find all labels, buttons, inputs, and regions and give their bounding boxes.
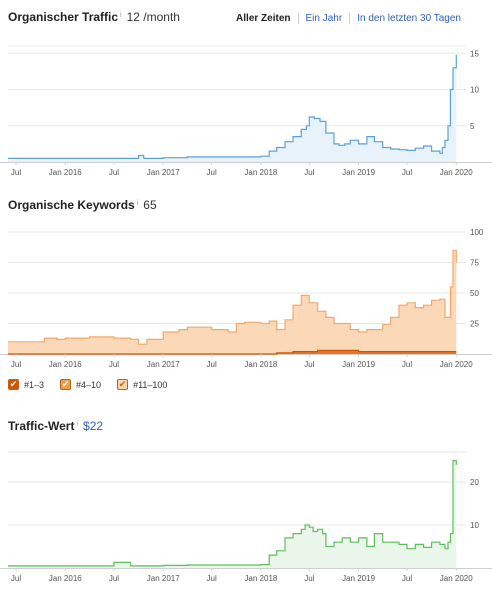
legend-item-4-10[interactable]: ✔ #4–10	[60, 379, 101, 390]
x-tick-label: Jan 2018	[244, 168, 277, 177]
x-tick-label: Jan 2018	[244, 574, 277, 583]
checkbox-icon[interactable]: ✔	[8, 379, 19, 390]
keywords-chart: 25 50 75 100 Jul Jan 2016 Jul Jan 2017 Jul Jan 20…	[0, 228, 492, 369]
keywords-value: 65	[143, 198, 157, 212]
legend-item-1-3[interactable]: ✔ #1–3	[8, 379, 44, 390]
x-tick-label: Jul	[304, 168, 314, 177]
x-tick-label: Jul	[11, 168, 21, 177]
series-area-0	[8, 460, 457, 568]
y-tick-label: 75	[470, 259, 479, 268]
x-tick-label: Jan 2017	[147, 360, 180, 369]
x-tick-label: Jul	[11, 360, 21, 369]
x-tick-label: Jul	[109, 360, 119, 369]
x-tick-label: Jan 2017	[147, 168, 180, 177]
x-tick-label: Jan 2020	[440, 360, 473, 369]
x-tick-label: Jul	[207, 168, 217, 177]
traffic-title: Organischer Traffic	[8, 10, 119, 24]
tab-aller-zeiten[interactable]: Aller Zeiten	[236, 13, 291, 24]
legend-label: #4–10	[76, 379, 102, 390]
legend-item-11-100[interactable]: ✔ #11–100	[117, 379, 167, 390]
x-tick-label: Jan 2017	[147, 574, 180, 583]
y-tick-label: 25	[470, 320, 479, 329]
series-area-0	[8, 250, 457, 354]
traffic-info-icon[interactable]: i	[120, 12, 122, 19]
x-tick-label: Jan 2020	[440, 574, 473, 583]
traffic-header: Organischer Traffic i 12 /month	[8, 10, 180, 24]
y-tick-label: 50	[470, 289, 479, 298]
checkbox-icon[interactable]: ✔	[117, 379, 129, 390]
x-tick-label: Jan 2018	[244, 360, 277, 369]
keywords-legend: ✔ #1–3 ✔ #4–10 ✔ #11–100	[8, 379, 167, 390]
traffic-value: 12 /month	[126, 10, 180, 24]
series-line-0	[8, 460, 457, 567]
x-tick-label: Jul	[207, 360, 217, 369]
x-tick-label: Jan 2016	[49, 574, 82, 583]
x-tick-label: Jul	[109, 574, 119, 583]
traffic-value-chart: 10 20 Jul Jan 2016 Jul Jan 2017 Jul Jan 2018 Jul…	[0, 451, 492, 583]
y-tick-label: 5	[470, 122, 475, 131]
x-tick-label: Jul	[304, 360, 314, 369]
y-tick-label: 20	[470, 478, 479, 487]
y-tick-label: 10	[470, 86, 479, 95]
series-area-1	[8, 350, 457, 354]
value-header: Traffic-Wert i $22	[8, 419, 103, 433]
series-line-0	[8, 54, 457, 159]
time-range-tabs: Aller Zeiten Ein Jahr In den letzten 30 …	[229, 13, 468, 24]
series-line-0	[8, 249, 457, 345]
x-tick-label: Jan 2019	[342, 360, 375, 369]
x-tick-label: Jul	[207, 574, 217, 583]
keywords-info-icon[interactable]: i	[136, 200, 139, 207]
value-amount: $22	[83, 419, 104, 433]
keywords-header: Organische Keywords i 65	[8, 198, 157, 212]
traffic-chart: 5 10 15 Jul Jan 2016 Jul Jan 2017 Jul Jan 2018 Ju…	[0, 45, 492, 177]
legend-label: #1–3	[24, 379, 45, 390]
x-tick-label: Jul	[109, 168, 119, 177]
series-line-1	[8, 349, 457, 355]
y-tick-label: 15	[470, 49, 479, 58]
x-tick-label: Jul	[304, 574, 314, 583]
x-tick-label: Jan 2019	[342, 574, 375, 583]
y-tick-label: 10	[470, 521, 479, 530]
legend-label: #11–100	[133, 379, 168, 390]
value-info-icon[interactable]: i	[76, 421, 79, 428]
x-tick-label: Jul	[402, 360, 412, 369]
tab-ein-jahr[interactable]: Ein Jahr	[297, 13, 350, 24]
x-tick-label: Jul	[402, 168, 412, 177]
x-tick-label: Jul	[11, 574, 21, 583]
y-tick-label: 100	[470, 228, 484, 237]
series-area-0	[8, 54, 457, 163]
checkbox-icon[interactable]: ✔	[60, 379, 72, 390]
tab-letzten-30-tagen[interactable]: In den letzten 30 Tagen	[349, 13, 468, 24]
x-tick-label: Jan 2016	[49, 360, 82, 369]
x-tick-label: Jul	[402, 574, 412, 583]
x-tick-label: Jan 2020	[440, 168, 473, 177]
keywords-title: Organische Keywords	[8, 198, 135, 212]
x-tick-label: Jan 2019	[342, 168, 375, 177]
value-title: Traffic-Wert	[8, 419, 75, 433]
x-tick-label: Jan 2016	[49, 168, 82, 177]
